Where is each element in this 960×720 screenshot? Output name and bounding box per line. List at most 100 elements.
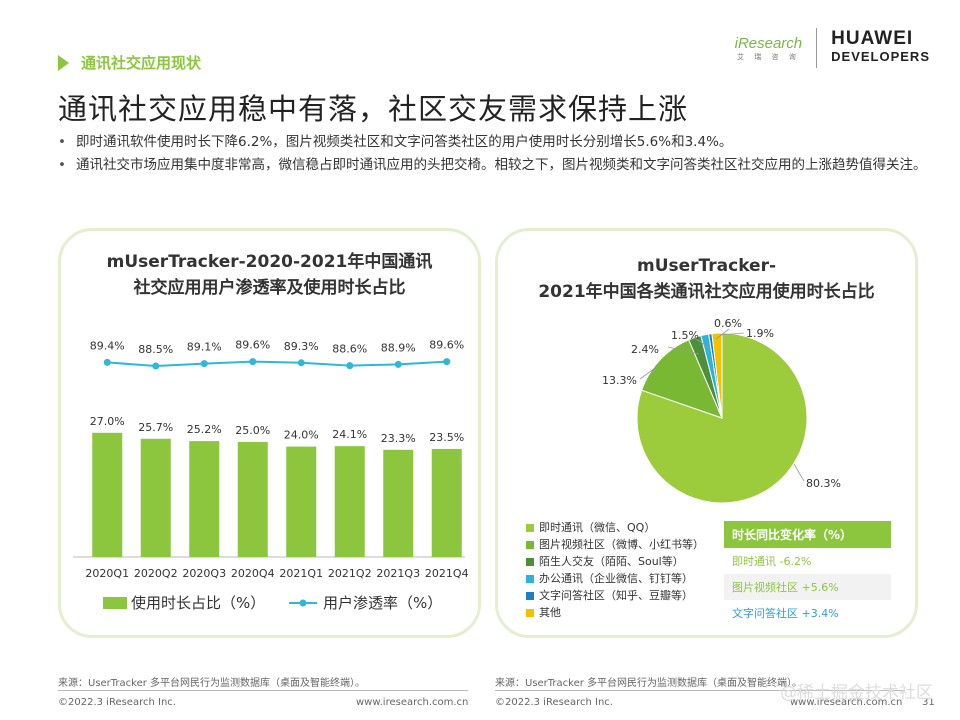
yoy-header: 时长同比变化率（%） xyxy=(724,521,891,548)
bar-2021Q3 xyxy=(383,449,414,557)
line-label: 89.6% xyxy=(429,339,464,352)
leader-line xyxy=(715,328,730,340)
pie-legend-item: 陌生人交友（陌陌、Soul等） xyxy=(526,553,704,570)
logo-divider xyxy=(816,28,818,68)
copyright-left: ©2022.3 iResearch Inc. xyxy=(58,697,176,708)
x-tick-label: 2021Q2 xyxy=(328,567,372,580)
yoy-row-photo-video: 图片视频社区 +5.6% xyxy=(724,574,891,600)
x-tick-label: 2020Q1 xyxy=(85,567,129,580)
section-label-text: 通讯社交应用现状 xyxy=(81,54,202,72)
bullet-list: 即时通讯软件使用时长下降6.2%，图片视频类社区和文字问答类社区的用户使用时长分… xyxy=(58,131,938,177)
bar-2020Q1 xyxy=(92,432,123,557)
pie-label: 0.6% xyxy=(714,317,742,330)
bar-line-chart: 27.0% 2020Q1 25.7% 2020Q2 25.2% 2020Q3 25.0% 20… xyxy=(73,339,469,612)
yoy-row-qa: 文字问答社区 +3.4% xyxy=(732,607,839,620)
pie-legend-item: 其他 xyxy=(526,604,704,621)
triangle-icon xyxy=(58,54,69,71)
logo-bar: iResearch 艾 瑞 咨 询 HUAWEI DEVELOPERS xyxy=(735,28,930,68)
bar-label: 24.0% xyxy=(284,429,319,442)
left-chart-title: mUserTracker-2020-2021年中国通讯 社交应用用户渗透率及使用… xyxy=(106,252,433,298)
yoy-table: 时长同比变化率（%） 即时通讯 -6.2% 图片视频社区 +5.6% 文字问答社… xyxy=(724,521,891,626)
bar-label: 24.1% xyxy=(332,428,367,441)
bullet-item: 通讯社交市场应用集中度非常高，微信稳占即时通讯应用的头把交椅。相较之下，图片视频… xyxy=(58,154,938,177)
line-label: 89.4% xyxy=(90,339,125,352)
legend-label: 即时通讯（微信、QQ） xyxy=(539,521,656,534)
legend-bar-swatch xyxy=(103,597,127,609)
url-left: www.iresearch.com.cn xyxy=(356,697,469,708)
x-tick-label: 2021Q1 xyxy=(279,567,323,580)
penetration-line xyxy=(107,360,447,368)
bar-2020Q3 xyxy=(189,441,220,557)
pie-slice-5 xyxy=(711,332,723,419)
bar-2021Q1 xyxy=(286,446,317,557)
pie-legend-item: 即时通讯（微信、QQ） xyxy=(526,519,704,536)
pie-slice-1 xyxy=(641,339,723,419)
line-label: 88.5% xyxy=(138,343,173,356)
leader-line xyxy=(694,337,710,349)
legend-line-point xyxy=(299,599,307,607)
bar-2021Q2 xyxy=(334,446,365,557)
x-tick-label: 2021Q4 xyxy=(425,567,469,580)
bar-label: 25.7% xyxy=(138,421,173,434)
x-tick-label: 2020Q3 xyxy=(182,567,226,580)
x-tick-label: 2021Q3 xyxy=(376,567,420,580)
bar-label: 27.0% xyxy=(90,415,125,428)
line-label: 89.3% xyxy=(284,340,319,353)
iresearch-logo: iResearch 艾 瑞 咨 询 xyxy=(734,34,803,61)
line-point xyxy=(346,362,354,370)
legend-label: 其他 xyxy=(539,606,561,619)
leader-line xyxy=(639,367,656,380)
line-point xyxy=(103,358,111,366)
legend-swatch xyxy=(526,591,534,600)
line-point xyxy=(443,358,451,366)
legend-swatch xyxy=(526,574,534,583)
source-note-right: 来源：UserTracker 多平台网民行为监测数据库（桌面及智能终端）。 xyxy=(495,678,803,689)
pie-legend-item: 图片视频社区（微博、小红书等） xyxy=(526,536,704,553)
copyright-right: ©2022.3 iResearch Inc. xyxy=(495,697,613,708)
bar-2021Q4 xyxy=(431,448,462,557)
page-number: 31 xyxy=(922,697,935,708)
legend-swatch xyxy=(526,608,534,617)
legend-line-label: 用户渗透率（%） xyxy=(323,594,442,612)
legend-label: 办公通讯（企业微信、钉钉等） xyxy=(539,572,693,585)
right-chart-title: mUserTracker- 2021年中国各类通讯社交应用使用时长占比 xyxy=(538,256,875,302)
pie-legend: 即时通讯（微信、QQ） 图片视频社区（微博、小红书等） 陌生人交友（陌陌、Soul等… xyxy=(526,519,704,621)
line-point xyxy=(249,358,257,366)
leader-line xyxy=(667,346,700,355)
line-label: 89.1% xyxy=(187,341,222,354)
legend-swatch xyxy=(526,540,534,549)
footer-divider-left xyxy=(58,690,468,691)
legend-bar-label: 使用时长占比（%） xyxy=(131,594,265,612)
pie-label: 13.3% xyxy=(602,374,637,387)
pie-chart: 80.3% 13.3% 2.4% 1.5% 0.6% 1.9% xyxy=(602,317,841,504)
line-label: 88.6% xyxy=(332,343,367,356)
yoy-row-im: 即时通讯 -6.2% xyxy=(732,555,812,568)
line-point xyxy=(297,359,305,367)
pie-label: 1.5% xyxy=(671,329,699,342)
line-label: 89.6% xyxy=(235,339,270,352)
bar-label: 23.3% xyxy=(381,432,416,445)
legend-swatch xyxy=(526,557,534,566)
line-point xyxy=(152,362,160,370)
legend-swatch xyxy=(526,523,534,532)
legend-label: 图片视频社区（微博、小红书等） xyxy=(539,538,704,551)
bar-label: 25.2% xyxy=(187,423,222,436)
pie-label: 2.4% xyxy=(631,343,659,356)
legend-label: 陌生人交友（陌陌、Soul等） xyxy=(539,555,684,568)
url-right: www.iresearch.com.cn xyxy=(790,697,903,708)
huawei-developers-logo: HUAWEI DEVELOPERS xyxy=(831,28,930,64)
right-chart-panel: mUserTracker- 2021年中国各类通讯社交应用使用时长占比 80.3… xyxy=(495,228,918,638)
page-title: 通讯社交应用稳中有落，社区交友需求保持上涨 xyxy=(58,92,689,126)
section-label: 通讯社交应用现状 xyxy=(58,52,201,73)
watermark: @稀土掘金技术社区 xyxy=(780,683,933,703)
bullet-item: 即时通讯软件使用时长下降6.2%，图片视频类社区和文字问答类社区的用户使用时长分… xyxy=(58,131,938,154)
bar-2020Q4 xyxy=(237,442,268,557)
legend-label: 文字问答社区（知乎、豆瓣等） xyxy=(539,589,693,602)
leader-line xyxy=(793,463,805,482)
pie-legend-item: 办公通讯（企业微信、钉钉等） xyxy=(526,570,704,587)
x-tick-label: 2020Q4 xyxy=(231,567,275,580)
leader-line xyxy=(719,332,745,336)
x-tick-label: 2020Q2 xyxy=(134,567,178,580)
line-label: 88.9% xyxy=(381,341,416,354)
line-point xyxy=(200,360,208,368)
